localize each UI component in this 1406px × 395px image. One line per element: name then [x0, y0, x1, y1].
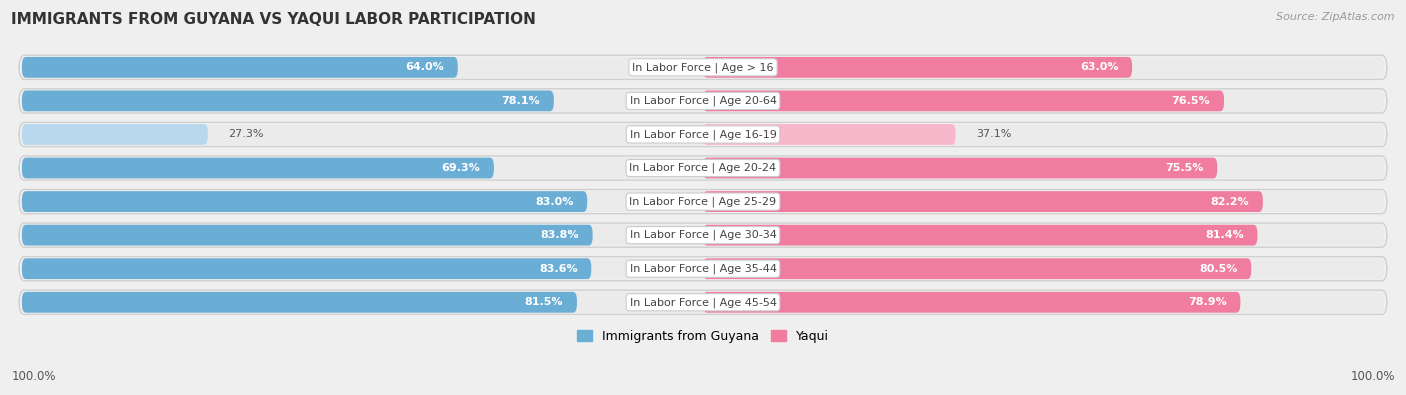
Text: IMMIGRANTS FROM GUYANA VS YAQUI LABOR PARTICIPATION: IMMIGRANTS FROM GUYANA VS YAQUI LABOR PA… — [11, 12, 536, 27]
Text: 82.2%: 82.2% — [1211, 197, 1249, 207]
Text: 81.4%: 81.4% — [1205, 230, 1244, 240]
FancyBboxPatch shape — [22, 292, 1384, 313]
FancyBboxPatch shape — [703, 225, 1257, 246]
Text: 63.0%: 63.0% — [1080, 62, 1118, 72]
Text: 27.3%: 27.3% — [228, 130, 264, 139]
FancyBboxPatch shape — [703, 258, 1251, 279]
Text: In Labor Force | Age 20-64: In Labor Force | Age 20-64 — [630, 96, 776, 106]
FancyBboxPatch shape — [22, 191, 588, 212]
Text: 78.1%: 78.1% — [502, 96, 540, 106]
Text: 83.8%: 83.8% — [540, 230, 579, 240]
Text: 75.5%: 75.5% — [1166, 163, 1204, 173]
Text: 78.9%: 78.9% — [1188, 297, 1226, 307]
FancyBboxPatch shape — [22, 124, 208, 145]
FancyBboxPatch shape — [20, 55, 1386, 79]
FancyBboxPatch shape — [20, 89, 1386, 113]
FancyBboxPatch shape — [22, 57, 1384, 78]
FancyBboxPatch shape — [22, 90, 554, 111]
Legend: Immigrants from Guyana, Yaqui: Immigrants from Guyana, Yaqui — [572, 325, 834, 348]
FancyBboxPatch shape — [22, 124, 1384, 145]
Text: 83.0%: 83.0% — [536, 197, 574, 207]
Text: 83.6%: 83.6% — [538, 264, 578, 274]
Text: In Labor Force | Age > 16: In Labor Force | Age > 16 — [633, 62, 773, 73]
FancyBboxPatch shape — [20, 257, 1386, 281]
FancyBboxPatch shape — [22, 191, 1384, 212]
FancyBboxPatch shape — [20, 122, 1386, 147]
FancyBboxPatch shape — [22, 225, 593, 246]
FancyBboxPatch shape — [22, 292, 576, 313]
Text: 69.3%: 69.3% — [441, 163, 479, 173]
Text: Source: ZipAtlas.com: Source: ZipAtlas.com — [1277, 12, 1395, 22]
FancyBboxPatch shape — [703, 191, 1263, 212]
FancyBboxPatch shape — [703, 158, 1218, 179]
FancyBboxPatch shape — [20, 290, 1386, 314]
FancyBboxPatch shape — [20, 190, 1386, 214]
FancyBboxPatch shape — [703, 57, 1132, 78]
FancyBboxPatch shape — [703, 90, 1225, 111]
Text: In Labor Force | Age 20-24: In Labor Force | Age 20-24 — [630, 163, 776, 173]
FancyBboxPatch shape — [22, 158, 494, 179]
Text: In Labor Force | Age 16-19: In Labor Force | Age 16-19 — [630, 129, 776, 140]
FancyBboxPatch shape — [22, 258, 1384, 279]
FancyBboxPatch shape — [703, 124, 956, 145]
Text: In Labor Force | Age 45-54: In Labor Force | Age 45-54 — [630, 297, 776, 308]
Text: In Labor Force | Age 25-29: In Labor Force | Age 25-29 — [630, 196, 776, 207]
Text: In Labor Force | Age 35-44: In Labor Force | Age 35-44 — [630, 263, 776, 274]
FancyBboxPatch shape — [22, 90, 1384, 111]
Text: 100.0%: 100.0% — [11, 370, 56, 383]
FancyBboxPatch shape — [20, 156, 1386, 180]
Text: 64.0%: 64.0% — [405, 62, 444, 72]
Text: In Labor Force | Age 30-34: In Labor Force | Age 30-34 — [630, 230, 776, 241]
FancyBboxPatch shape — [22, 57, 458, 78]
Text: 100.0%: 100.0% — [1350, 370, 1395, 383]
FancyBboxPatch shape — [20, 223, 1386, 247]
FancyBboxPatch shape — [22, 158, 1384, 179]
FancyBboxPatch shape — [703, 292, 1240, 313]
Text: 80.5%: 80.5% — [1199, 264, 1237, 274]
Text: 76.5%: 76.5% — [1171, 96, 1211, 106]
FancyBboxPatch shape — [22, 225, 1384, 246]
FancyBboxPatch shape — [22, 258, 592, 279]
Text: 81.5%: 81.5% — [524, 297, 564, 307]
Text: 37.1%: 37.1% — [976, 130, 1012, 139]
